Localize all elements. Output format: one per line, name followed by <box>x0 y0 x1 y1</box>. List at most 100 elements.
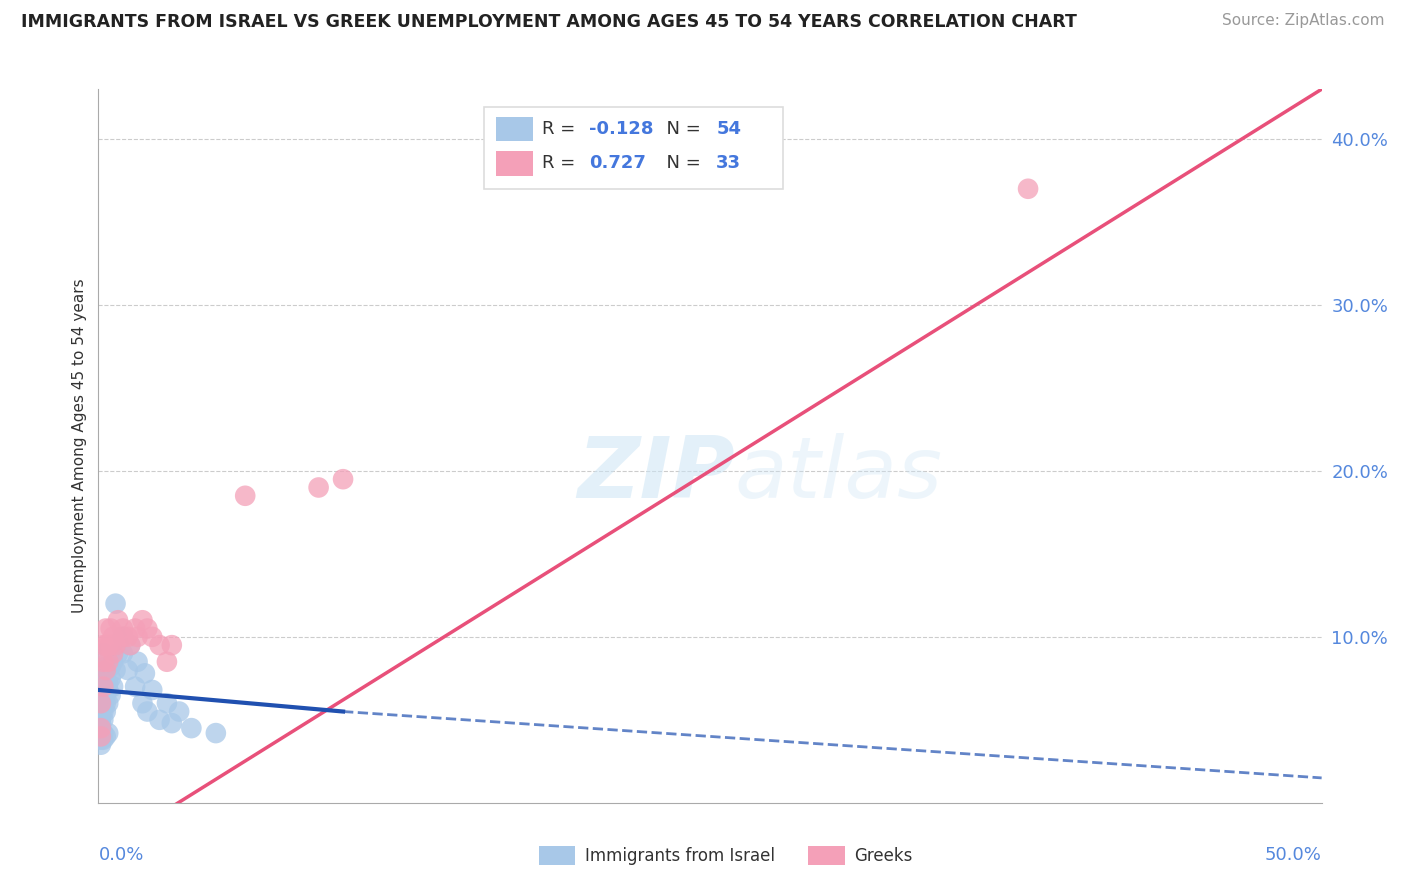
Point <box>90 738 112 752</box>
Point <box>97 696 120 710</box>
Point <box>94 730 117 744</box>
Point <box>100 671 122 685</box>
Point <box>131 696 153 710</box>
Text: IMMIGRANTS FROM ISRAEL VS GREEK UNEMPLOYMENT AMONG AGES 45 TO 54 YEARS CORRELATI: IMMIGRANTS FROM ISRAEL VS GREEK UNEMPLOY… <box>21 13 1077 31</box>
Point <box>97 655 120 669</box>
Text: 54: 54 <box>716 120 741 138</box>
Point <box>141 682 163 697</box>
Text: 50.0%: 50.0% <box>1265 846 1322 863</box>
Point <box>90 713 112 727</box>
Text: 0.727: 0.727 <box>589 154 645 172</box>
Point <box>91 705 114 719</box>
Point <box>205 726 228 740</box>
Point <box>91 655 114 669</box>
Point <box>97 676 120 690</box>
Point <box>127 630 149 644</box>
Point <box>94 622 117 636</box>
Point <box>111 630 134 644</box>
Point <box>120 638 142 652</box>
Point <box>90 732 112 747</box>
Point <box>141 630 163 644</box>
Point <box>91 663 114 677</box>
Point <box>100 638 122 652</box>
Point <box>117 630 139 644</box>
Point <box>94 659 117 673</box>
Point <box>107 647 129 661</box>
FancyBboxPatch shape <box>496 152 533 176</box>
Point <box>94 638 117 652</box>
Point <box>101 680 124 694</box>
Point <box>149 713 172 727</box>
Point <box>91 680 114 694</box>
Point <box>90 730 112 744</box>
FancyBboxPatch shape <box>496 117 533 141</box>
Point <box>97 682 120 697</box>
Y-axis label: Unemployment Among Ages 45 to 54 years: Unemployment Among Ages 45 to 54 years <box>72 278 87 614</box>
Point <box>91 732 114 747</box>
Point <box>308 481 330 495</box>
Point <box>91 696 114 710</box>
Point <box>97 726 120 740</box>
Text: Greeks: Greeks <box>855 847 912 865</box>
Point <box>90 696 112 710</box>
Point <box>94 671 117 685</box>
Text: 33: 33 <box>716 154 741 172</box>
Text: N =: N = <box>655 120 706 138</box>
Point <box>91 688 114 702</box>
Text: ZIP: ZIP <box>576 433 734 516</box>
Point <box>124 622 146 636</box>
Point <box>149 638 172 652</box>
Point <box>90 721 112 735</box>
Point <box>91 647 114 661</box>
Point <box>134 666 156 681</box>
Point <box>120 638 142 652</box>
Point <box>97 638 120 652</box>
Point <box>127 655 149 669</box>
Point <box>233 489 256 503</box>
Point <box>91 713 114 727</box>
Point <box>332 472 354 486</box>
Text: R =: R = <box>543 154 582 172</box>
Point <box>104 638 127 652</box>
Text: Source: ZipAtlas.com: Source: ZipAtlas.com <box>1222 13 1385 29</box>
Point <box>100 659 122 673</box>
Point <box>1017 182 1039 196</box>
Text: -0.128: -0.128 <box>589 120 654 138</box>
Point <box>160 638 183 652</box>
Text: N =: N = <box>655 154 706 172</box>
Point <box>136 705 159 719</box>
FancyBboxPatch shape <box>538 847 575 865</box>
Point <box>156 655 179 669</box>
Point <box>117 663 139 677</box>
Point <box>156 696 179 710</box>
Point <box>111 630 134 644</box>
Point <box>104 663 127 677</box>
Point <box>94 705 117 719</box>
Point <box>94 696 117 710</box>
Point <box>136 622 159 636</box>
Point <box>131 613 153 627</box>
Point <box>91 638 114 652</box>
Point <box>94 688 117 702</box>
Point <box>90 705 112 719</box>
Point <box>101 655 124 669</box>
FancyBboxPatch shape <box>808 847 845 865</box>
Point <box>100 688 122 702</box>
Point <box>124 680 146 694</box>
Point <box>167 705 190 719</box>
Point <box>90 721 112 735</box>
Point <box>111 647 134 661</box>
Text: Immigrants from Israel: Immigrants from Israel <box>585 847 775 865</box>
Point <box>90 696 112 710</box>
Point <box>100 622 122 636</box>
Point <box>101 630 124 644</box>
Point <box>107 613 129 627</box>
Point <box>111 622 134 636</box>
Point <box>91 671 114 685</box>
FancyBboxPatch shape <box>484 107 783 189</box>
Text: atlas: atlas <box>734 433 942 516</box>
Point <box>160 716 183 731</box>
Point <box>104 597 127 611</box>
Point <box>90 688 112 702</box>
Point <box>90 726 112 740</box>
